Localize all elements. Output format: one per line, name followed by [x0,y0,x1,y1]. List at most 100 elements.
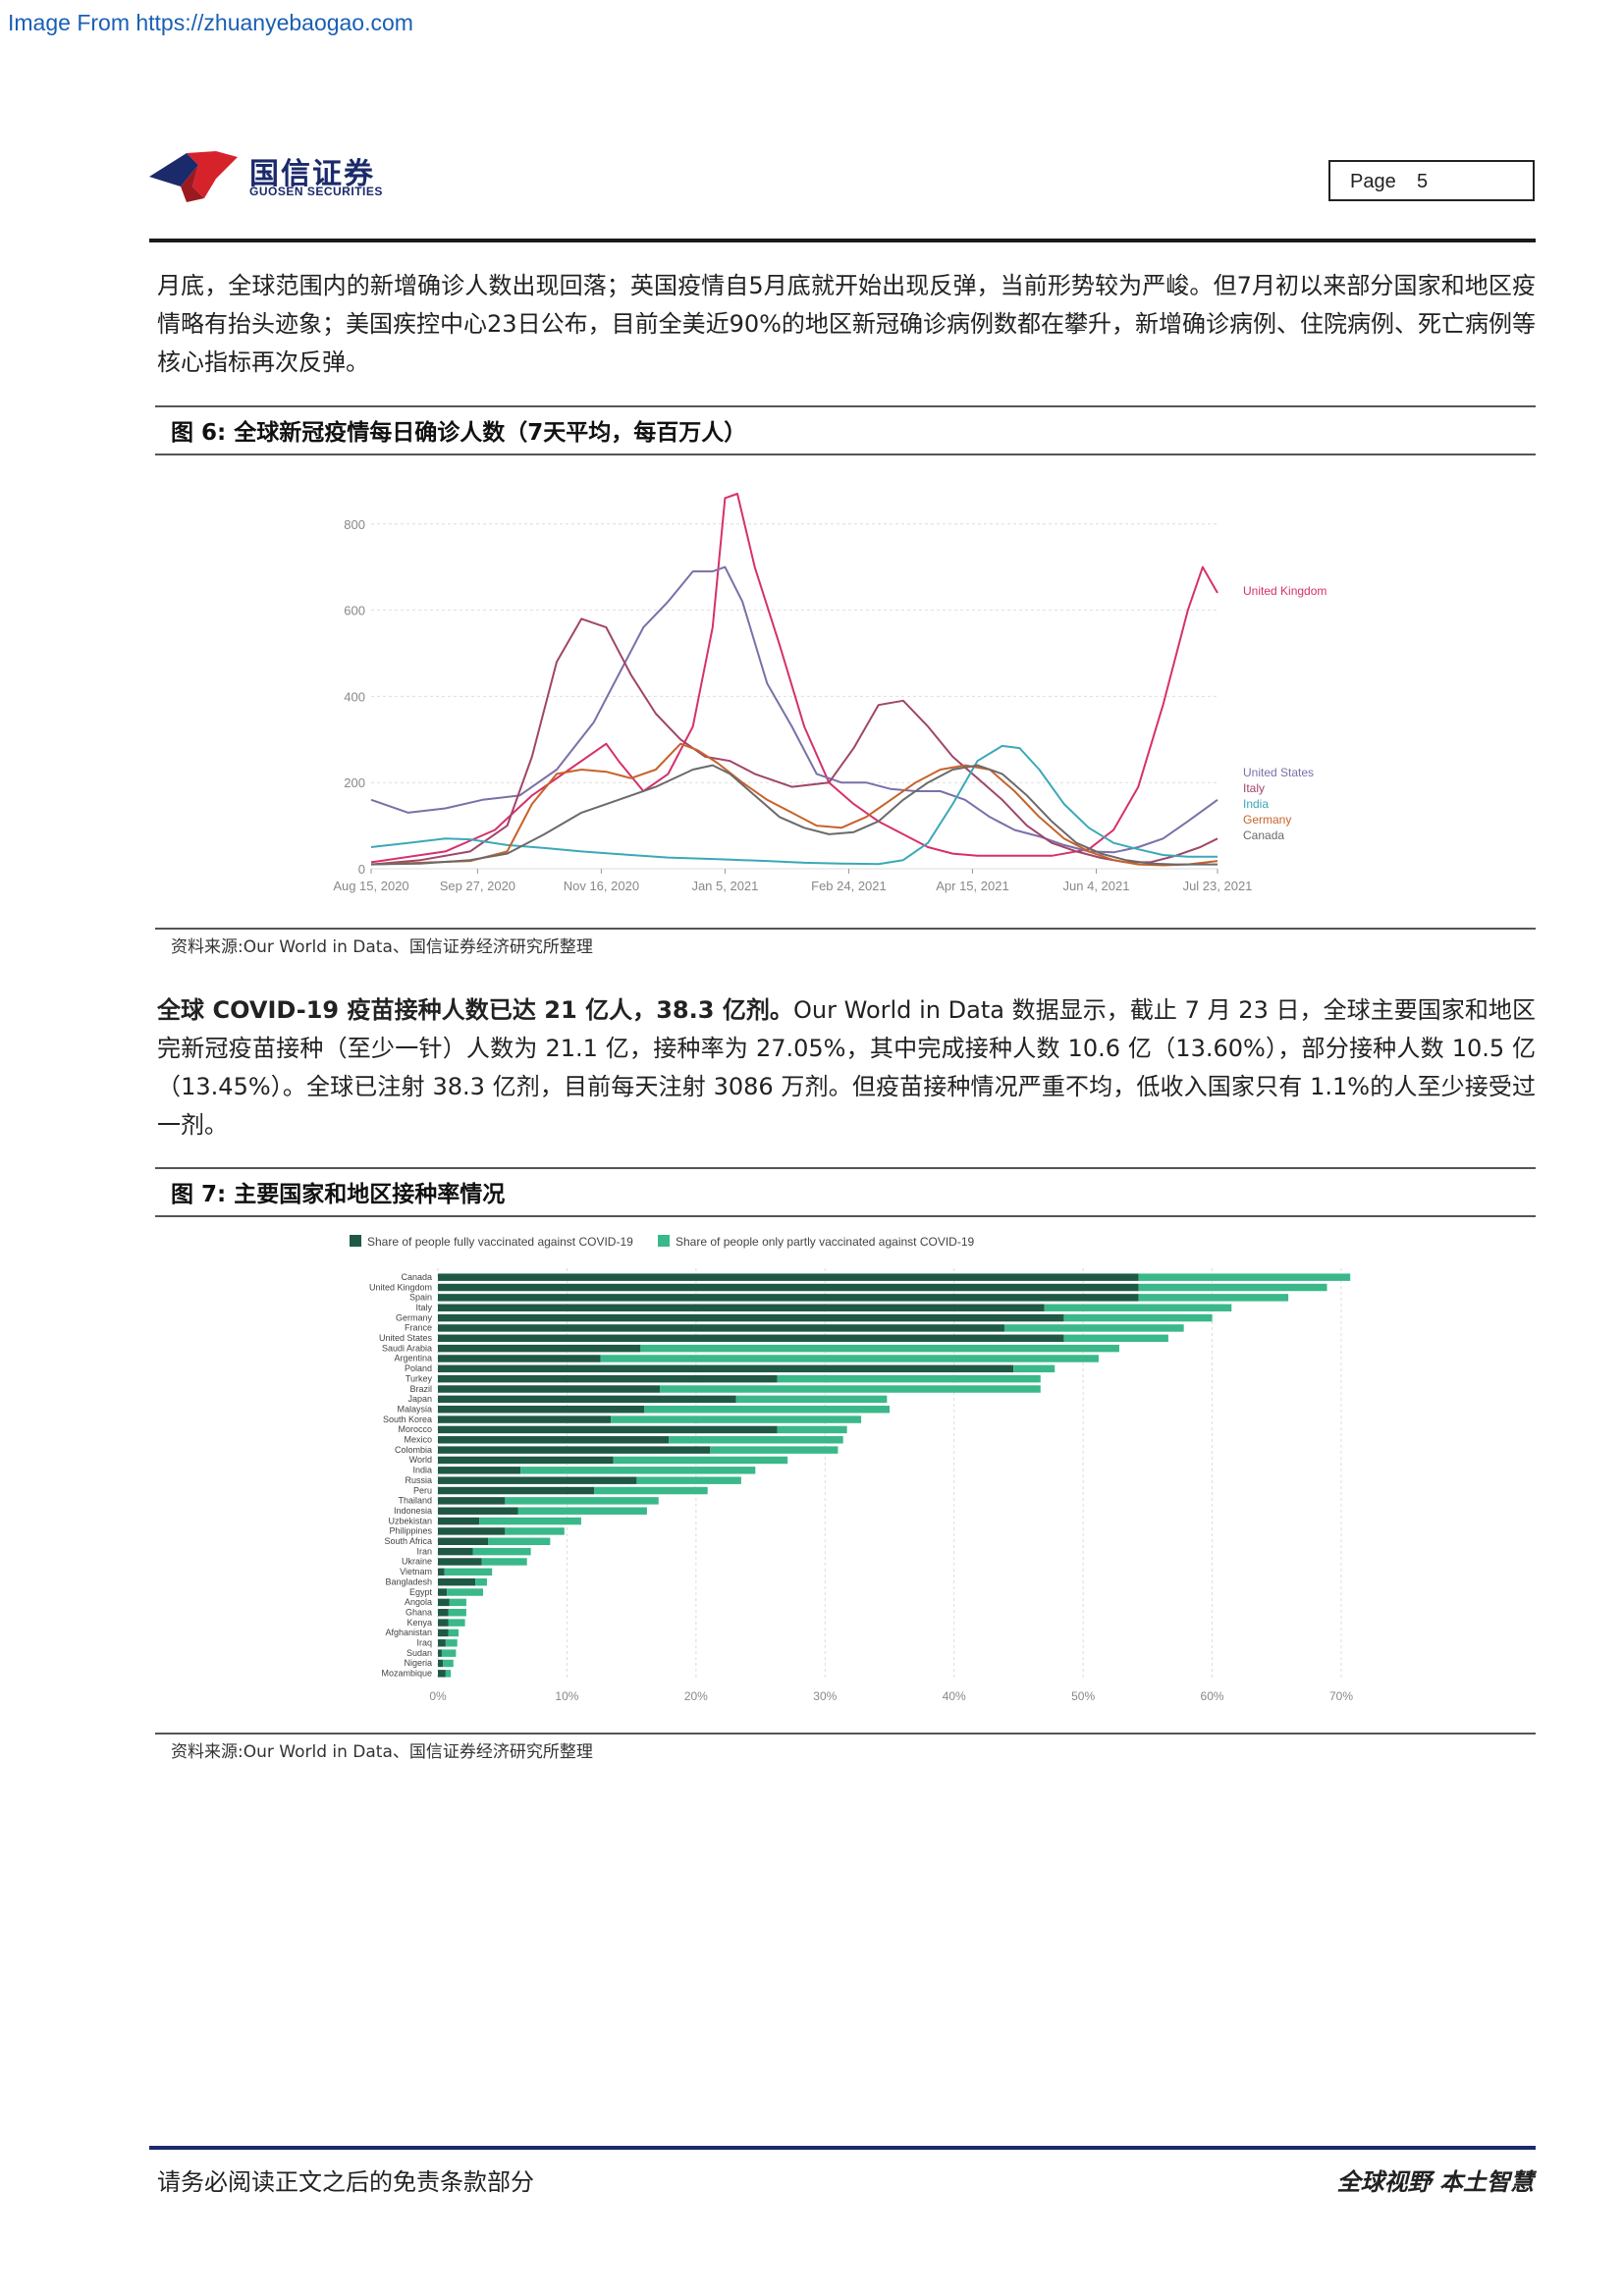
bar-fully-vaccinated [438,1659,444,1668]
category-label: Iraq [416,1638,432,1648]
figure7-title: 主要国家和地区接种率情况 [234,1182,506,1207]
bar-fully-vaccinated [438,1313,1064,1322]
bar-partly-vaccinated [520,1467,756,1474]
figure6-bottom-rule [155,928,1536,930]
bar-partly-vaccinated [594,1486,708,1495]
category-label: Uzbekistan [388,1516,432,1525]
bar-fully-vaccinated [438,1395,736,1404]
bar-partly-vaccinated [505,1527,565,1535]
bar-fully-vaccinated [438,1294,1139,1302]
bar-partly-vaccinated [1138,1294,1289,1302]
paragraph-2: 全球 COVID-19 疫苗接种人数已达 21 亿人，38.3 亿剂。Our W… [157,991,1536,1145]
x-tick-label: Apr 15, 2021 [936,879,1008,893]
bar-fully-vaccinated [438,1558,482,1566]
guosen-logo-icon [149,151,238,202]
bar-fully-vaccinated [438,1588,448,1596]
category-label: Thailand [398,1496,432,1506]
bar-fully-vaccinated [438,1649,442,1657]
bar-fully-vaccinated [438,1467,521,1474]
paragraph-1: 月底，全球范围内的新增确诊人数出现回落；英国疫情自5月底就开始出现反弹，当前形势… [157,272,1536,376]
bar-partly-vaccinated [441,1649,457,1657]
bar-partly-vaccinated [481,1558,527,1566]
category-label: World [409,1455,432,1465]
category-label: Ukraine [402,1557,432,1567]
series-line-germany [370,742,1218,867]
category-label: Egypt [409,1587,433,1597]
x-tick-label: Jun 4, 2021 [1063,879,1130,893]
bar-fully-vaccinated [438,1364,1014,1373]
bar-fully-vaccinated [438,1517,480,1525]
footer-rule [149,2146,1536,2150]
category-label: South Korea [383,1415,432,1424]
figure7-label: 图 7: [171,1182,227,1207]
bar-fully-vaccinated [438,1497,506,1505]
bar-partly-vaccinated [613,1456,788,1465]
source-watermark[interactable]: Image From https://zhuanyebaogao.com [8,10,413,35]
page-number: 5 [1417,171,1429,192]
series-label: Italy [1243,781,1265,795]
category-label: Russia [405,1475,432,1485]
x-tick-label: Jul 23, 2021 [1183,879,1253,893]
bar-fully-vaccinated [438,1334,1064,1343]
x-tick-label: 0% [429,1689,447,1703]
bar-fully-vaccinated [438,1304,1045,1311]
bar-partly-vaccinated [445,1639,458,1647]
bar-partly-vaccinated [472,1547,531,1556]
category-label: France [405,1323,432,1333]
bar-partly-vaccinated [479,1517,581,1525]
x-tick-label: Aug 15, 2020 [333,879,408,893]
bar-fully-vaccinated [438,1670,446,1678]
bar-partly-vaccinated [710,1446,839,1454]
x-tick-label: Feb 24, 2021 [811,879,887,893]
bar-partly-vaccinated [443,1659,454,1668]
series-line-canada [370,764,1218,866]
category-label: Malaysia [397,1404,432,1414]
y-tick-label: 200 [344,775,365,790]
paragraph-2-body: Our World in Data 数据显示，截止 7 月 23 日，全球主要国… [157,996,1536,1139]
bar-partly-vaccinated [636,1476,741,1484]
footer-slogan: 全球视野 本土智慧 [1336,2168,1534,2196]
figure7-title-rule [155,1215,1536,1217]
logo-english-name: GUOSEN SECURITIES [249,185,383,198]
bar-fully-vaccinated [438,1527,506,1535]
bar-partly-vaccinated [1013,1364,1056,1373]
category-label: Turkey [406,1373,433,1383]
bar-fully-vaccinated [438,1344,641,1353]
category-label: Mexico [404,1435,432,1445]
category-label: Italy [415,1303,432,1312]
x-tick-label: 40% [943,1689,966,1703]
footer-disclaimer: 请务必阅读正文之后的免责条款部分 [157,2168,534,2196]
category-label: United Kingdom [369,1282,432,1292]
bar-partly-vaccinated [1003,1324,1184,1332]
x-tick-label: Jan 5, 2021 [691,879,758,893]
bar-fully-vaccinated [438,1436,670,1444]
figure6-label: 图 6: [171,420,227,446]
category-label: South Africa [384,1536,432,1546]
series-label: United Kingdom [1243,584,1326,598]
y-tick-label: 0 [358,862,365,877]
category-label: Sudan [406,1648,432,1658]
category-label: Philippines [389,1526,432,1536]
bar-partly-vaccinated [448,1619,465,1627]
bar-fully-vaccinated [438,1547,473,1556]
series-label: Germany [1243,813,1291,827]
category-label: Canada [401,1272,432,1282]
bar-fully-vaccinated [438,1425,778,1434]
bar-fully-vaccinated [438,1385,661,1393]
bar-partly-vaccinated [445,1670,452,1678]
bar-partly-vaccinated [1063,1334,1168,1343]
x-tick-label: Nov 16, 2020 [564,879,639,893]
category-label: Nigeria [404,1658,432,1668]
bar-partly-vaccinated [1063,1313,1213,1322]
series-label: India [1243,797,1269,811]
bar-partly-vaccinated [644,1405,890,1414]
figure6-source: 资料来源:Our World in Data、国信证券经济研究所整理 [171,937,593,957]
category-label: Colombia [395,1445,432,1455]
bar-partly-vaccinated [1138,1283,1327,1292]
category-label: Bangladesh [385,1576,432,1586]
bar-fully-vaccinated [438,1446,711,1454]
category-label: Angola [405,1597,432,1607]
bar-fully-vaccinated [438,1577,476,1586]
bar-partly-vaccinated [777,1425,847,1434]
page-indicator: Page 5 [1328,160,1535,201]
